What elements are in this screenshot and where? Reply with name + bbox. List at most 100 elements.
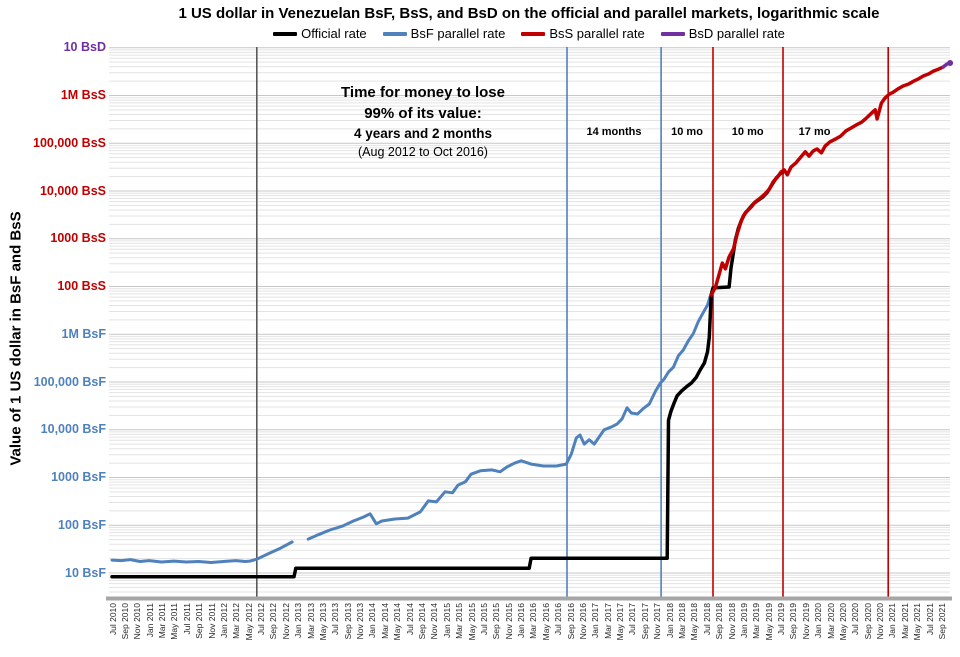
series-bsf-parallel (110, 540, 294, 564)
legend-item-official: Official rate (273, 26, 367, 41)
series-bsf-parallel (306, 289, 714, 541)
x-axis-tick-label: Nov 2015 (503, 603, 514, 640)
annotation-line-3: 4 years and 2 months (353, 126, 493, 141)
legend-item-bsd-parallel: BsD parallel rate (660, 26, 785, 41)
x-axis-tick-label: May 2019 (763, 603, 774, 641)
y-axis-tick-label: 1000 BsF (51, 470, 106, 484)
series-bss-parallel (709, 65, 946, 297)
x-axis-tick-label: Nov 2017 (652, 603, 663, 640)
x-axis-tick-label: May 2014 (392, 603, 403, 641)
x-axis-tick-label: May 2013 (317, 603, 328, 641)
x-axis-tick-label: Jan 2018 (664, 603, 675, 638)
devaluation-annotation: Time for money to lose 99% of its value:… (278, 82, 568, 161)
y-axis-tick-label: 100,000 BsF (33, 374, 106, 389)
x-axis-tick-label: Jan 2013 (293, 603, 304, 638)
x-axis-tick-label: Jul 2014 (404, 603, 415, 636)
x-axis-tick-label: Nov 2018 (726, 603, 737, 640)
x-axis-tick-label: Sep 2011 (194, 603, 205, 639)
x-axis-tick-label: Jan 2021 (887, 603, 898, 638)
annotation-line-1: Time for money to lose (341, 84, 505, 101)
interval-label: 14 months (586, 126, 642, 138)
x-axis-tick-label: Mar 2020 (825, 603, 836, 639)
x-axis-tick-label: Jul 2018 (701, 603, 712, 636)
x-axis-tick-label: Sep 2018 (714, 603, 725, 640)
x-axis-tick-label: Nov 2019 (800, 603, 811, 640)
legend-swatch-bsf-parallel (382, 31, 407, 36)
x-axis-tick-label: Jan 2016 (516, 603, 527, 638)
x-axis-tick-label: Jul 2015 (478, 603, 489, 636)
x-axis-tick-label: Nov 2016 (577, 603, 588, 640)
x-axis-tick-label: Mar 2013 (305, 603, 316, 639)
x-axis-tick-label: Sep 2010 (119, 603, 130, 640)
legend: Official rate BsF parallel rate BsS parall… (108, 26, 950, 41)
x-axis-tick-label: Jan 2020 (813, 603, 824, 638)
x-axis-tick-label: Nov 2020 (875, 603, 886, 640)
x-axis-tick-label: Jan 2011 (144, 603, 155, 638)
x-axis-tick-label: Sep 2017 (639, 603, 650, 640)
x-axis-tick-label: Jul 2021 (924, 603, 935, 636)
x-axis-tick-label: Jul 2010 (107, 603, 118, 636)
legend-swatch-bss-parallel (521, 31, 546, 36)
y-axis-tick-label: 10,000 BsF (40, 422, 106, 437)
x-axis-tick-label: May 2011 (169, 603, 180, 640)
x-axis-tick-label: Nov 2013 (355, 603, 366, 640)
x-axis-tick-label: May 2021 (912, 603, 923, 641)
x-axis-tick-label: Nov 2014 (429, 603, 440, 640)
annotation-line-4: (Aug 2012 to Oct 2016) (358, 145, 488, 159)
x-axis-tick-label: Nov 2010 (132, 603, 143, 640)
x-axis-tick-label: Mar 2012 (231, 603, 242, 639)
grid-minor (109, 49, 950, 599)
y-axis-tick-label: 1M BsF (61, 326, 106, 341)
legend-label: BsD parallel rate (688, 26, 785, 41)
x-axis-tick-label: Nov 2011 (206, 603, 217, 639)
x-axis-tick-label: Jul 2013 (330, 603, 341, 636)
x-axis-tick-label: Jul 2011 (181, 603, 192, 635)
legend-label: BsS parallel rate (549, 26, 645, 41)
y-axis-tick-label: 100 BsF (58, 517, 106, 532)
legend-item-bss-parallel: BsS parallel rate (521, 26, 645, 41)
interval-label: 10 mo (671, 126, 703, 138)
x-axis-tick-label: Jul 2016 (553, 603, 564, 636)
x-axis-tick-label: May 2016 (540, 603, 551, 641)
x-axis-tick-label: Jul 2012 (256, 603, 267, 636)
x-axis-tick-label: Mar 2011 (157, 603, 168, 639)
x-axis-tick-label: Jul 2020 (850, 603, 861, 636)
y-axis-tick-label: 10,000 BsS (39, 183, 106, 198)
x-axis-tick-label: Mar 2015 (454, 603, 465, 639)
x-axis-tick-label: Jul 2017 (627, 603, 638, 636)
x-axis-tick-label: Sep 2012 (268, 603, 279, 640)
interval-label: 10 mo (731, 126, 764, 138)
x-axis-tick-label: Jan 2015 (441, 603, 452, 638)
legend-label: BsF parallel rate (410, 26, 506, 41)
x-axis-tick-label: Mar 2017 (602, 603, 613, 639)
bsd-end-marker (947, 60, 954, 66)
chart-title: 1 US dollar in Venezuelan BsF, BsS, and … (178, 5, 880, 22)
y-axis-tick-label: 10 BsD (63, 40, 106, 55)
event-lines (255, 47, 890, 600)
interval-label: 17 mo (798, 126, 831, 138)
annotation-line-2: 99% of its value: (364, 105, 482, 122)
x-axis-tick-label: Sep 2016 (565, 603, 576, 640)
x-axis-tick-label: Jan 2012 (218, 603, 229, 638)
x-axis-tick-label: Sep 2013 (342, 603, 353, 640)
x-axis-tick-label: Sep 2015 (491, 603, 502, 640)
y-axis-tick-label: 10 BsF (65, 565, 106, 580)
x-axis-tick-label: Nov 2012 (280, 603, 291, 640)
x-axis-tick-label: Mar 2019 (751, 603, 762, 639)
grid-major (109, 47, 950, 574)
series-official (110, 169, 786, 579)
x-axis-tick-label: Jul 2019 (776, 603, 787, 636)
x-axis-tick-label: Sep 2014 (417, 603, 427, 640)
legend-item-bsf-parallel: BsF parallel rate (382, 26, 506, 41)
legend-swatch-bsd-parallel (660, 31, 685, 36)
x-axis-tick-label: Sep 2019 (788, 603, 799, 640)
x-axis-tick-label: Mar 2018 (676, 603, 687, 639)
x-axis-tick-label: May 2012 (243, 603, 254, 641)
y-axis-tick-label: 100 BsS (57, 279, 106, 293)
legend-swatch-official (273, 31, 298, 36)
x-axis-tick-label: May 2017 (615, 603, 626, 641)
x-axis-tick-label: May 2018 (689, 603, 700, 641)
x-axis-tick-label: May 2015 (466, 603, 477, 641)
y-axis-tick-label: 1000 BsS (50, 231, 106, 246)
